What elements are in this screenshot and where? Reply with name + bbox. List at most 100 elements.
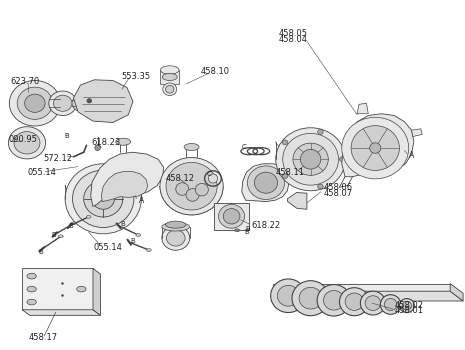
Polygon shape <box>450 284 463 301</box>
Ellipse shape <box>324 290 344 310</box>
Text: B: B <box>246 226 250 232</box>
Polygon shape <box>273 291 463 301</box>
Ellipse shape <box>339 157 345 162</box>
Ellipse shape <box>384 299 397 310</box>
Ellipse shape <box>162 223 190 231</box>
Ellipse shape <box>223 209 240 224</box>
Polygon shape <box>214 203 249 230</box>
Ellipse shape <box>72 95 91 112</box>
Text: A: A <box>139 196 144 205</box>
Ellipse shape <box>162 226 190 250</box>
Text: B: B <box>245 229 249 235</box>
Ellipse shape <box>292 281 329 316</box>
Polygon shape <box>412 129 422 137</box>
Ellipse shape <box>208 174 218 183</box>
Text: 458.12: 458.12 <box>166 174 194 183</box>
Ellipse shape <box>365 296 381 310</box>
Text: B: B <box>130 238 135 244</box>
Ellipse shape <box>271 279 306 313</box>
Ellipse shape <box>53 95 72 111</box>
Ellipse shape <box>402 301 412 310</box>
Ellipse shape <box>360 291 385 315</box>
Ellipse shape <box>299 287 322 309</box>
Ellipse shape <box>27 286 36 292</box>
Polygon shape <box>91 152 164 206</box>
Ellipse shape <box>59 235 63 238</box>
Text: C: C <box>206 170 211 177</box>
Ellipse shape <box>277 285 299 306</box>
Ellipse shape <box>95 145 100 150</box>
Ellipse shape <box>339 288 369 316</box>
Ellipse shape <box>116 138 131 145</box>
Ellipse shape <box>17 87 53 119</box>
Ellipse shape <box>276 128 345 191</box>
Text: 618.23: 618.23 <box>91 138 120 147</box>
Ellipse shape <box>235 229 239 232</box>
Ellipse shape <box>136 233 140 236</box>
Text: 458.11: 458.11 <box>275 168 304 177</box>
Ellipse shape <box>27 299 36 305</box>
Text: 458.06: 458.06 <box>323 183 352 192</box>
Ellipse shape <box>176 183 189 195</box>
Ellipse shape <box>195 183 208 196</box>
Polygon shape <box>273 284 450 291</box>
Polygon shape <box>342 114 414 177</box>
Ellipse shape <box>160 158 223 215</box>
Ellipse shape <box>77 286 86 292</box>
Ellipse shape <box>318 130 323 134</box>
Text: B: B <box>69 223 73 229</box>
Ellipse shape <box>146 249 151 252</box>
Ellipse shape <box>27 273 36 279</box>
Text: 458.01: 458.01 <box>394 306 423 315</box>
Ellipse shape <box>345 293 364 310</box>
Ellipse shape <box>163 83 177 96</box>
Ellipse shape <box>283 133 339 185</box>
Ellipse shape <box>162 74 177 80</box>
Ellipse shape <box>65 164 141 234</box>
Text: B: B <box>38 249 43 255</box>
Text: 458.17: 458.17 <box>29 333 58 342</box>
Text: 458.04: 458.04 <box>279 35 308 44</box>
Ellipse shape <box>282 174 288 178</box>
Ellipse shape <box>317 285 351 316</box>
Ellipse shape <box>184 144 199 150</box>
Polygon shape <box>93 268 100 315</box>
Polygon shape <box>101 172 148 202</box>
Polygon shape <box>287 193 307 209</box>
Ellipse shape <box>84 181 123 217</box>
Text: B: B <box>120 221 125 227</box>
Text: B: B <box>51 232 56 238</box>
Text: 458.02: 458.02 <box>394 301 423 310</box>
Ellipse shape <box>254 172 278 193</box>
Ellipse shape <box>14 132 40 154</box>
Ellipse shape <box>186 189 199 201</box>
Ellipse shape <box>219 204 245 228</box>
Ellipse shape <box>342 117 409 179</box>
Text: 623.70: 623.70 <box>10 77 40 86</box>
Polygon shape <box>73 80 133 122</box>
Ellipse shape <box>73 170 134 228</box>
Ellipse shape <box>160 66 179 74</box>
Ellipse shape <box>399 299 414 313</box>
Text: 553.35: 553.35 <box>122 72 151 81</box>
Text: B: B <box>64 133 69 139</box>
Ellipse shape <box>247 166 285 200</box>
Ellipse shape <box>92 188 114 209</box>
Ellipse shape <box>166 230 185 246</box>
Ellipse shape <box>318 184 323 189</box>
Ellipse shape <box>300 149 321 169</box>
Text: 055.14: 055.14 <box>28 168 57 177</box>
Text: 458.05: 458.05 <box>279 29 308 38</box>
Ellipse shape <box>9 80 60 126</box>
Ellipse shape <box>72 222 76 225</box>
Text: 618.22: 618.22 <box>251 221 280 230</box>
Ellipse shape <box>166 221 186 228</box>
Polygon shape <box>160 70 179 84</box>
Text: 458.07: 458.07 <box>323 189 352 198</box>
Ellipse shape <box>370 143 381 153</box>
Polygon shape <box>22 310 100 315</box>
Polygon shape <box>22 268 93 310</box>
Text: 090.95: 090.95 <box>8 135 37 145</box>
Ellipse shape <box>166 85 174 93</box>
Ellipse shape <box>166 162 217 210</box>
